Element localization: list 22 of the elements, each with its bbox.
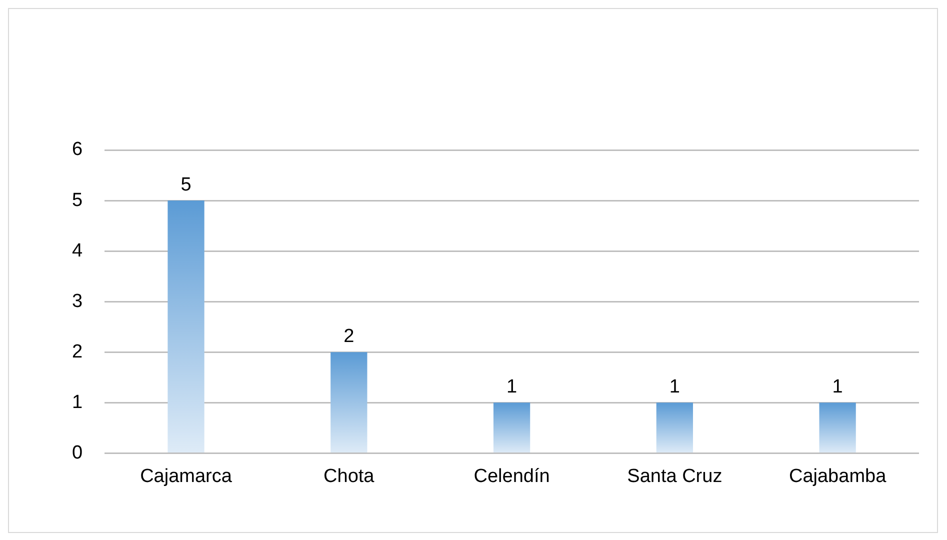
y-tick-label: 5	[72, 190, 83, 211]
y-tick-label: 2	[72, 341, 83, 362]
x-tick-label: Chota	[324, 466, 375, 487]
y-tick-label: 3	[72, 290, 83, 312]
y-tick-label: 4	[72, 240, 83, 262]
data-label: 5	[180, 174, 192, 196]
bar	[656, 402, 693, 452]
y-tick-label: 1	[72, 392, 83, 413]
x-tick-label: Cajamarca	[140, 466, 232, 487]
x-tick-label: Celendín	[474, 466, 550, 487]
data-label: 1	[506, 376, 518, 398]
x-tick-label: Santa Cruz	[627, 466, 722, 487]
bar	[819, 402, 856, 452]
data-label: 1	[832, 376, 843, 398]
bar	[168, 200, 204, 452]
y-tick-label: 0	[72, 442, 83, 464]
y-tick-label: 6	[72, 139, 83, 160]
data-label: 1	[669, 376, 680, 398]
data-label: 2	[344, 326, 354, 347]
bar	[330, 352, 368, 452]
bar	[493, 402, 530, 452]
x-tick-label: Cajabamba	[788, 466, 887, 487]
